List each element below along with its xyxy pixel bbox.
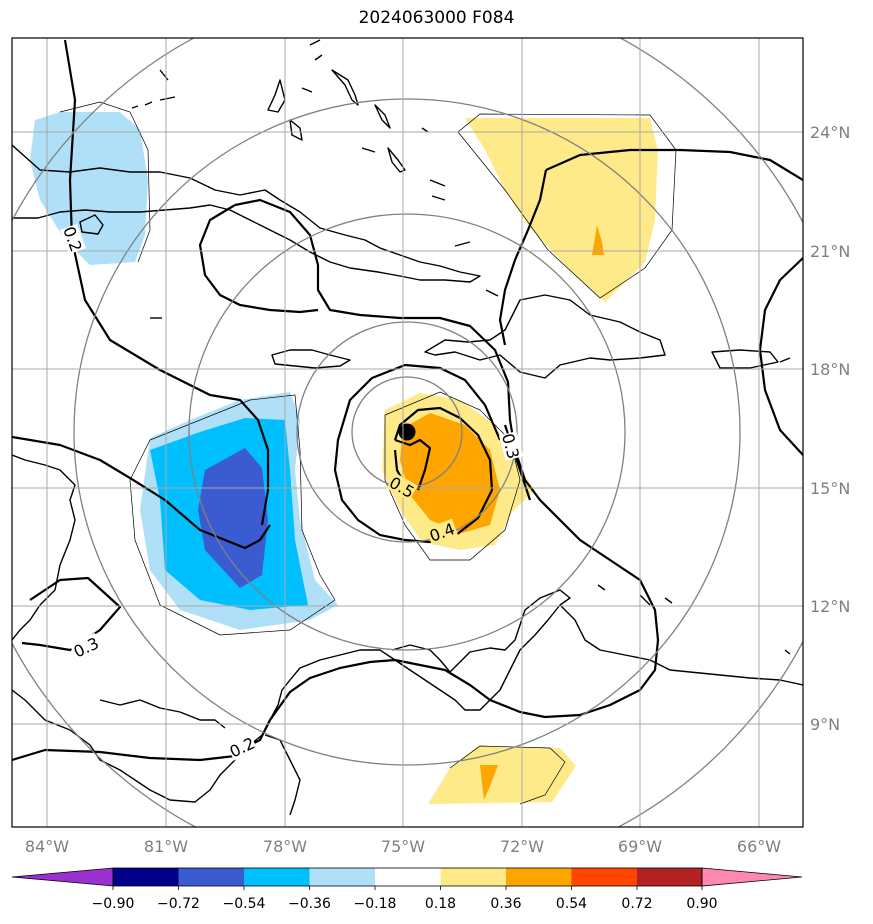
lon-label-75w: 75°W <box>381 837 425 856</box>
colorbar-bin-6 <box>440 868 506 886</box>
gridlines <box>12 38 803 827</box>
positive-region-northeast <box>465 118 658 302</box>
colorbar: −0.90 −0.72 −0.54 −0.36 −0.18 0.18 0.36 … <box>11 867 803 912</box>
colorbar-tick-label: −0.54 <box>223 896 266 912</box>
negative-region-core <box>198 448 268 588</box>
colorbar-tick-label: 0.36 <box>490 896 521 912</box>
positive-region-south-core <box>480 765 498 800</box>
map-area: 0.2 0.2 0.3 0.3 0.4 0.5 <box>12 38 803 827</box>
colorbar-tick-label: −0.90 <box>92 896 135 912</box>
contour-0.3-east <box>545 148 803 181</box>
contour-label-0.3-loop: 0.3 <box>71 633 102 661</box>
colorbar-bin-3 <box>244 868 310 886</box>
colorbar-bin-4 <box>309 868 375 886</box>
negative-shading <box>30 112 338 630</box>
range-rings <box>12 38 803 827</box>
coastline-jamaica <box>271 349 351 369</box>
lon-label-84w: 84°W <box>25 837 69 856</box>
colorbar-tick-label: 0.90 <box>686 896 717 912</box>
longitude-labels: 84°W 81°W 78°W 75°W 72°W 69°W 66°W <box>25 837 781 856</box>
lat-label-21n: 21°N <box>810 242 850 261</box>
latitude-labels: 24°N 21°N 18°N 15°N 12°N 9°N <box>810 123 850 734</box>
coastlines <box>12 39 803 816</box>
contour-0.3-loop <box>21 576 122 652</box>
map-frame <box>11 37 804 828</box>
coastline-south-america <box>391 589 571 711</box>
contour-0.2-north <box>63 39 270 526</box>
positive-region-south <box>428 746 576 804</box>
map-title: 2024063000 F084 <box>358 8 515 28</box>
contour-0.2-south <box>12 748 236 762</box>
colorbar-bin-8 <box>571 868 637 886</box>
lat-label-24n: 24°N <box>810 123 850 142</box>
colorbar-tick-label: 0.72 <box>621 896 652 912</box>
coastline-central-america <box>12 454 76 641</box>
storm-center-marker <box>398 423 416 441</box>
lon-label-69w: 69°W <box>618 837 662 856</box>
colorbar-tick-label: −0.72 <box>157 896 200 912</box>
colorbar-extend-high <box>701 867 803 887</box>
colorbar-tick-label: 0.54 <box>556 896 587 912</box>
contour-0.3-upper <box>198 204 319 314</box>
lon-label-81w: 81°W <box>144 837 188 856</box>
lon-label-66w: 66°W <box>737 837 781 856</box>
lat-label-15n: 15°N <box>810 479 850 498</box>
lat-label-12n: 12°N <box>810 597 850 616</box>
colorbar-extend-low <box>11 867 114 887</box>
colorbar-tick-label: −0.36 <box>288 896 331 912</box>
contour-east-loop <box>758 257 803 456</box>
coastline-puerto-rico <box>711 349 779 369</box>
colorbar-bin-9 <box>637 868 702 886</box>
lon-label-72w: 72°W <box>500 837 544 856</box>
negative-region-northwest <box>30 112 148 265</box>
shading-outlines <box>59 101 677 805</box>
contour-0.3-west <box>12 435 271 550</box>
contour-0.5 <box>394 438 432 491</box>
colorbar-bin-2 <box>178 868 244 886</box>
lat-label-9n: 9°N <box>810 715 840 734</box>
colorbar-tick-label: −0.18 <box>354 896 397 912</box>
colorbar-tick-label: 0.18 <box>425 896 456 912</box>
coastline-cuba <box>12 144 481 283</box>
colorbar-bin-5 <box>375 868 441 886</box>
colorbar-bin-7 <box>506 868 572 886</box>
colorbar-bin-1 <box>113 868 179 886</box>
lat-label-18n: 18°N <box>810 360 850 379</box>
contour-0.4 <box>333 363 502 544</box>
positive-region-northeast-core <box>592 225 604 255</box>
lon-label-78w: 78°W <box>263 837 307 856</box>
